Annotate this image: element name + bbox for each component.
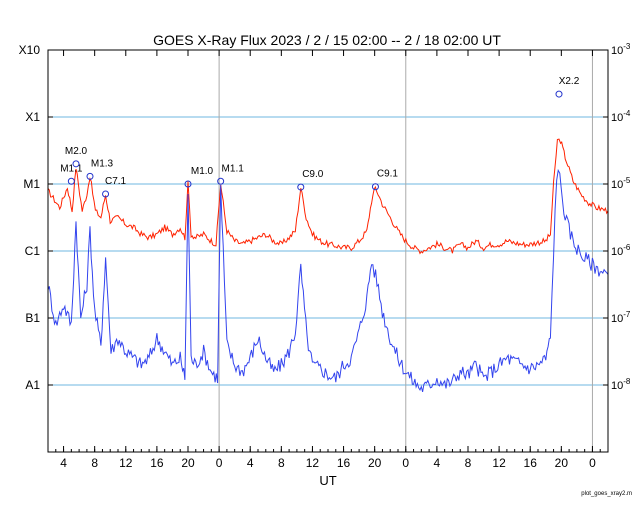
- x-tick-label: 16: [337, 456, 351, 470]
- flare-label: C9.0: [302, 169, 324, 180]
- flare-label: M1.1: [60, 163, 83, 174]
- x-tick-label: 0: [402, 456, 409, 470]
- class-label: C1: [25, 244, 41, 258]
- class-label: B1: [25, 311, 40, 325]
- exponent-label: 10-8: [611, 377, 631, 392]
- footnote: plot_goes_xray2.m: [581, 491, 632, 497]
- flare-marker: [72, 160, 80, 168]
- flare-annotations: M1.1 M2.0M1.3 C7.1 M1.0 M1.1 C9.0 C9.1 X2.2: [60, 76, 580, 198]
- flare-marker: [297, 183, 305, 191]
- series-lines: [47, 138, 609, 393]
- flare-marker: [86, 172, 94, 180]
- exponent-label: 10-6: [611, 243, 631, 258]
- exponent-label: 10-3: [611, 42, 631, 57]
- flare-marker: [67, 177, 75, 185]
- x-tick-label: 16: [524, 456, 538, 470]
- flare-label: C9.1: [377, 169, 399, 180]
- flare-marker: [371, 183, 379, 191]
- x-tick-label: 20: [368, 456, 382, 470]
- x-tick-label: 8: [465, 456, 472, 470]
- exponent-label: 10-7: [611, 310, 631, 325]
- flare-label: C7.1: [105, 176, 127, 187]
- class-label: M1: [23, 177, 40, 191]
- x-tick-label: 16: [150, 456, 164, 470]
- flare-marker: [555, 90, 563, 98]
- x-tick-label: 0: [589, 456, 596, 470]
- axes: A1 B1 C1 M1 X1 X10 10-8 10-7 10-6 10-5 10-4 10-3 4 8 1…: [19, 42, 631, 470]
- chart-title: GOES X-Ray Flux 2023 / 2 / 15 02:00 -- 2…: [153, 32, 501, 48]
- x-tick-label: 4: [434, 456, 441, 470]
- flare-marker: [217, 177, 225, 185]
- class-label: X10: [19, 43, 41, 57]
- grid-lines: [48, 50, 608, 452]
- flare-label: X2.2: [559, 76, 580, 87]
- exponent-label: 10-4: [611, 109, 631, 124]
- x-tick-label: 20: [555, 456, 569, 470]
- x-axis-label: UT: [319, 473, 336, 488]
- flare-label: M1.0: [191, 166, 214, 177]
- flare-label: M1.3: [91, 158, 114, 169]
- x-tick-label: 4: [247, 456, 254, 470]
- flare-label: M1.1: [222, 163, 245, 174]
- flare-marker: [102, 190, 110, 198]
- exponent-label: 10-5: [611, 176, 631, 191]
- x-tick-label: 12: [492, 456, 506, 470]
- x-tick-label: 8: [278, 456, 285, 470]
- flare-label: M2.0: [65, 146, 88, 157]
- x-tick-label: 12: [306, 456, 320, 470]
- x-tick-label: 4: [60, 456, 67, 470]
- series-line-long: [47, 138, 609, 255]
- flare-marker: [184, 180, 192, 188]
- x-tick-label: 8: [91, 456, 98, 470]
- x-tick-label: 20: [181, 456, 195, 470]
- series-line-short: [47, 168, 609, 393]
- x-tick-label: 12: [119, 456, 133, 470]
- class-label: A1: [25, 378, 40, 392]
- x-tick-label: 0: [216, 456, 223, 470]
- class-label: X1: [25, 110, 40, 124]
